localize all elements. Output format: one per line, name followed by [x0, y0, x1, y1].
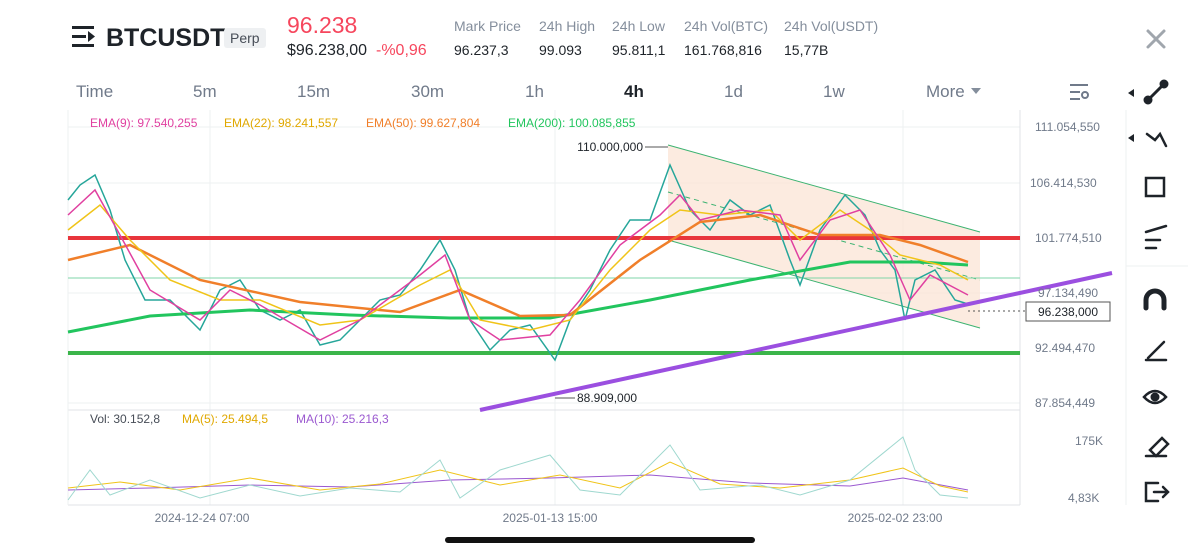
- fiat-price: $96.238,00: [287, 42, 368, 59]
- logo-icon: [72, 26, 95, 47]
- volume-axis-label: 175K: [1075, 434, 1103, 448]
- high-annotation: 110.000,000: [577, 140, 643, 154]
- stat-value: 99.093: [539, 42, 582, 58]
- price-path: [67, 162, 969, 362]
- stat-value: 96.237,3: [454, 42, 509, 58]
- contract-tag: Perp: [224, 28, 266, 48]
- toolbar[interactable]: [1142, 29, 1170, 503]
- home-indicator: [445, 537, 755, 543]
- time-axis-label: 2024-12-24 07:00: [155, 511, 250, 525]
- symbol[interactable]: BTCUSDT: [106, 24, 226, 52]
- stat-label: Mark Price: [454, 18, 521, 34]
- volume-axis-label: 4,83K: [1068, 491, 1099, 505]
- volume-label: Vol: 30.152,8: [90, 412, 160, 426]
- stat-label: 24h Vol(USDT): [784, 18, 879, 34]
- timeframe-tab[interactable]: 15m: [297, 82, 331, 101]
- stat-label: 24h Low: [612, 18, 665, 34]
- toolbar-arrow: [1128, 89, 1134, 142]
- low-annotation: 88.909,000: [577, 391, 637, 405]
- ema22-line: [67, 203, 969, 331]
- stat-label: 24h Vol(BTC): [684, 18, 769, 34]
- price-axis-label: 111.054,550: [1035, 120, 1100, 134]
- channel-line: [667, 144, 981, 233]
- vol-ma10-line: [67, 474, 969, 491]
- price-axis-label: 106.414,530: [1030, 176, 1097, 190]
- last-price: 96.238: [287, 12, 358, 38]
- trend-line: [479, 271, 1113, 412]
- price-axis-label: 87.854,449: [1035, 396, 1095, 410]
- indicator-label: EMA(200): 100.085,855: [508, 116, 636, 130]
- timeframe-tab[interactable]: More: [926, 82, 965, 101]
- timeframe-tab[interactable]: 30m: [411, 82, 445, 101]
- ema200-line: [67, 260, 969, 334]
- current-price-box: [1025, 301, 1111, 322]
- stat-value: 161.768,816: [684, 42, 762, 58]
- current-price: 96.238,000: [1038, 305, 1098, 319]
- price-change: -%0,96: [376, 42, 427, 59]
- timeframe-tab[interactable]: Time: [76, 82, 114, 101]
- ema50-line: [67, 213, 969, 318]
- indicator-label: EMA(9): 97.540,255: [90, 116, 198, 130]
- timeframe-tab[interactable]: 5m: [193, 82, 217, 101]
- timeframe-tab[interactable]: 1w: [823, 82, 845, 101]
- vol-ma5-line: [67, 461, 969, 493]
- timeframe-tab[interactable]: 1d: [724, 82, 743, 101]
- price-axis-label: 92.494,470: [1035, 341, 1095, 355]
- stat-label: 24h High: [539, 18, 596, 34]
- time-axis-label: 2025-01-13 15:00: [503, 511, 598, 525]
- time-axis-label: 2025-02-02 23:00: [848, 511, 943, 525]
- price-axis-label: 97.134,490: [1038, 286, 1098, 300]
- dropdown-icon: [971, 88, 981, 94]
- volume-label: MA(5): 25.494,5: [182, 412, 268, 426]
- settings-icon[interactable]: [1068, 82, 1090, 102]
- stat-value: 95.811,1: [612, 42, 666, 58]
- price-axis-label: 101.774,510: [1035, 231, 1102, 245]
- volume-label: MA(10): 25.216,3: [296, 412, 389, 426]
- ema9-line: [67, 188, 969, 341]
- indicator-label: EMA(50): 99.627,804: [366, 116, 480, 130]
- timeframe-tab[interactable]: 4h: [624, 82, 644, 101]
- indicator-label: EMA(22): 98.241,557: [224, 116, 338, 130]
- timeframe-tab[interactable]: 1h: [525, 82, 544, 101]
- stat-value: 15,77B: [784, 42, 829, 58]
- volume-profile: [67, 436, 969, 501]
